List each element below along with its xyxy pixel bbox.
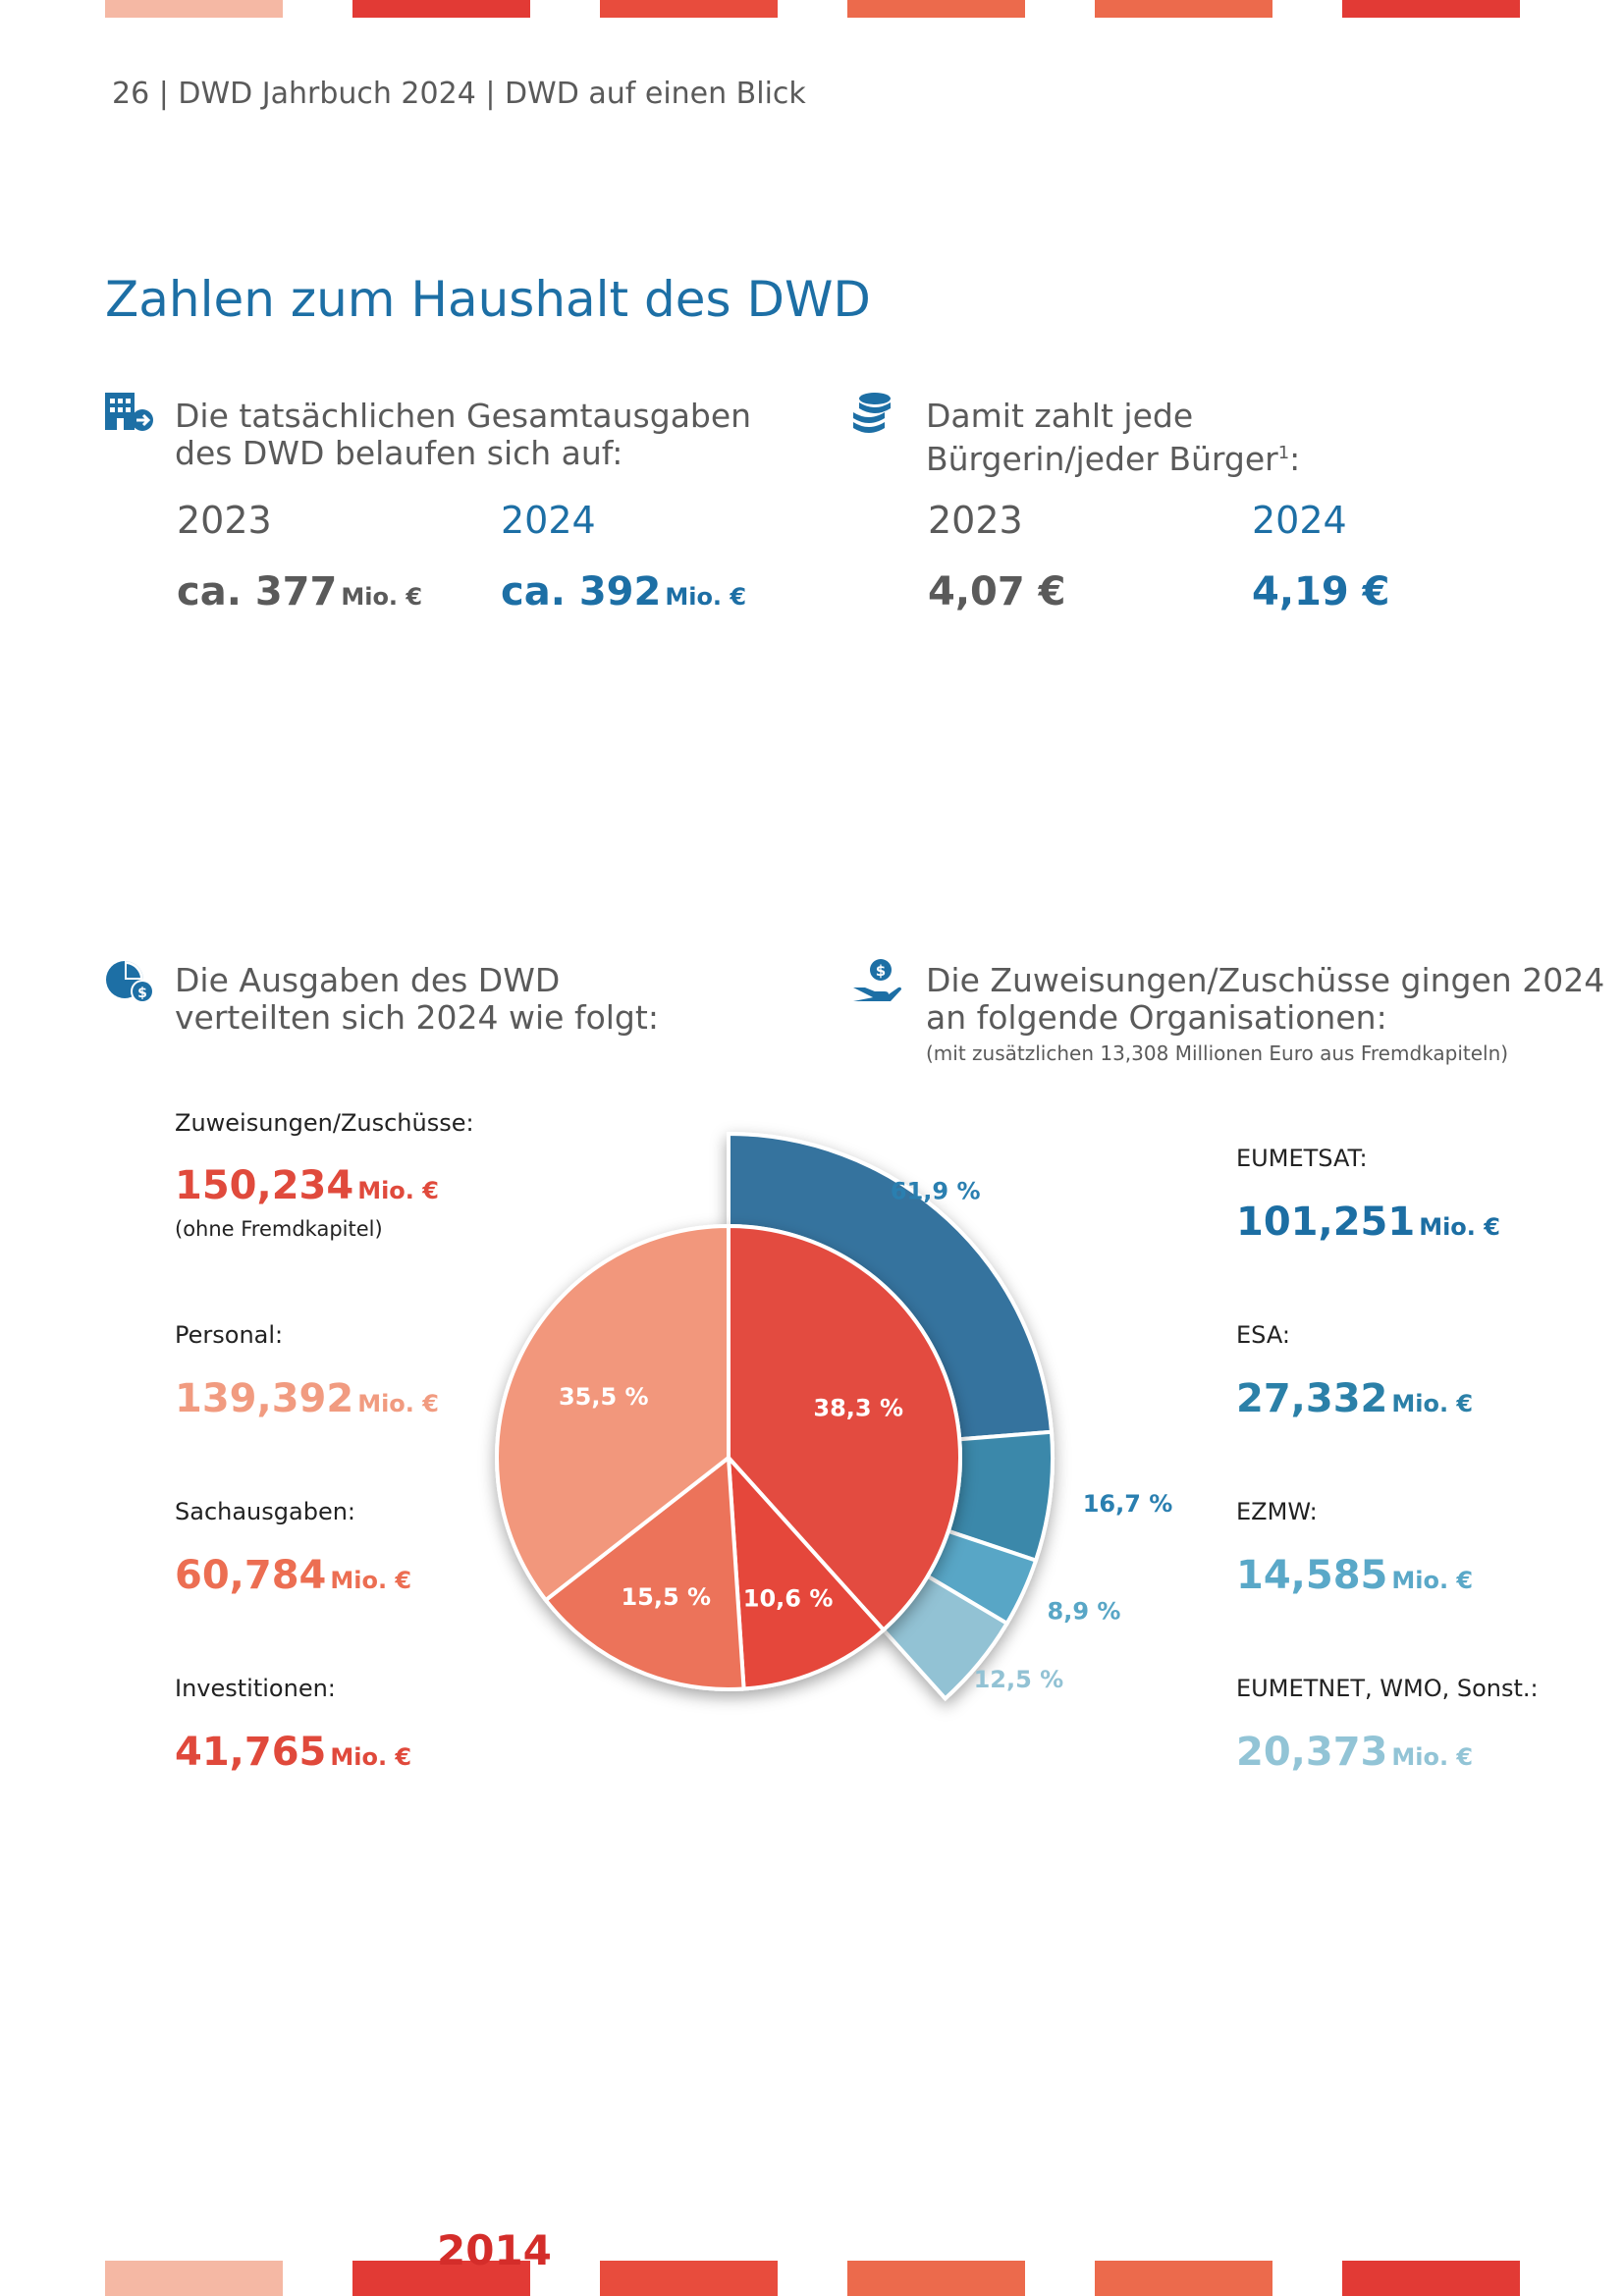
grants-value-ezmw: 14,585 Mio. € — [1236, 1553, 1473, 1598]
page-label: 2014 — [437, 2226, 552, 2274]
grants-heading: Die Zuweisungen/Zuschüsse gingen 2024 an… — [926, 962, 1604, 1037]
spending-heading: Die Ausgaben des DWD verteilten sich 202… — [175, 962, 659, 1037]
spending-heading-line1: Die Ausgaben des DWD — [175, 961, 561, 999]
top-bar-5 — [1095, 0, 1272, 18]
pie-slice-3 — [543, 1454, 746, 1691]
citizen-year-2023: 2023 — [928, 499, 1023, 542]
grants-heading-line1: Die Zuweisungen/Zuschüsse gingen 2024 — [926, 961, 1605, 999]
grants-value-sonstige-unit: Mio. € — [1391, 1743, 1474, 1771]
citizen-year-2024: 2024 — [1252, 499, 1347, 542]
spending-value-investitionen-number: 41,765 — [175, 1730, 327, 1775]
grants-value-esa-unit: Mio. € — [1391, 1390, 1474, 1417]
bottom-bar-3 — [600, 2261, 778, 2296]
running-header: 26 | DWD Jahrbuch 2024 | DWD auf einen B… — [112, 77, 806, 111]
grants-label-ezmw: EZMW: — [1236, 1498, 1318, 1525]
total-value-2023-number: ca. 377 — [177, 569, 338, 614]
grants-label-eumetsat: EUMETSAT: — [1236, 1145, 1368, 1172]
total-value-2023-unit: Mio. € — [341, 583, 423, 611]
spending-heading-line2: verteilten sich 2024 wie folgt: — [175, 998, 659, 1037]
total-year-2024: 2024 — [501, 499, 596, 542]
spending-note-zuweisungen: (ohne Fremdkapitel) — [175, 1217, 383, 1241]
ring-label-4: 12,5 % — [974, 1666, 1064, 1693]
spending-label-zuweisungen: Zuweisungen/Zuschüsse: — [175, 1109, 474, 1137]
spending-label-investitionen: Investitionen: — [175, 1675, 336, 1702]
grants-value-esa-number: 27,332 — [1236, 1376, 1388, 1421]
grants-value-eumetsat: 101,251 Mio. € — [1236, 1200, 1500, 1245]
ring-label-2: 16,7 % — [1083, 1490, 1173, 1518]
pie-label-3: 15,5 % — [621, 1583, 711, 1611]
ring-label-3: 8,9 % — [1048, 1598, 1121, 1626]
spending-value-personal: 139,392 Mio. € — [175, 1376, 439, 1421]
pie-label-2: 10,6 % — [743, 1585, 834, 1613]
spending-value-investitionen-unit: Mio. € — [330, 1743, 412, 1771]
grants-value-sonstige-number: 20,373 — [1236, 1730, 1388, 1775]
citizen-value-2023: 4,07 € — [928, 569, 1066, 614]
spending-pie-chart: 38,3 % 10,6 % 15,5 % 35,5 % 61,9 % 16,7 % 8,9 … — [495, 1131, 1172, 1702]
spending-value-zuweisungen-number: 150,234 — [175, 1163, 354, 1208]
spending-label-personal: Personal: — [175, 1321, 284, 1349]
citizen-heading-line2-suffix: : — [1289, 440, 1301, 478]
spending-value-sachausgaben-unit: Mio. € — [330, 1567, 412, 1594]
pie-slice-2 — [726, 1452, 887, 1691]
total-value-2024-number: ca. 392 — [501, 569, 662, 614]
total-heading-line1: Die tatsächlichen Gesamtausgaben — [175, 397, 752, 435]
total-value-2024: ca. 392 Mio. € — [501, 569, 746, 614]
grants-value-eumetsat-number: 101,251 — [1236, 1200, 1416, 1245]
top-bar-4 — [847, 0, 1025, 18]
bottom-bar-4 — [847, 2261, 1025, 2296]
svg-text:$: $ — [876, 962, 886, 980]
spending-label-sachausgaben: Sachausgaben: — [175, 1498, 356, 1525]
hand-coin-icon: $ — [851, 958, 902, 1005]
grants-value-esa: 27,332 Mio. € — [1236, 1376, 1473, 1421]
building-arrow-icon — [105, 391, 156, 438]
bottom-bar-5 — [1095, 2261, 1272, 2296]
top-bar-6 — [1342, 0, 1520, 18]
pie-clock-money-icon: $ — [105, 958, 156, 1005]
pie-slice-1 — [727, 1223, 962, 1633]
pie-slice-4 — [495, 1223, 731, 1603]
total-value-2023: ca. 377 Mio. € — [177, 569, 422, 614]
spending-value-sachausgaben: 60,784 Mio. € — [175, 1553, 411, 1598]
total-heading-line2: des DWD belaufen sich auf: — [175, 434, 623, 472]
grants-value-sonstige: 20,373 Mio. € — [1236, 1730, 1473, 1775]
grants-label-sonstige: EUMETNET, WMO, Sonst.: — [1236, 1675, 1539, 1702]
pie-label-4: 35,5 % — [559, 1383, 649, 1411]
pie-label-1: 38,3 % — [813, 1394, 903, 1421]
spending-value-sachausgaben-number: 60,784 — [175, 1553, 327, 1598]
top-bar-3 — [600, 0, 778, 18]
spending-value-personal-number: 139,392 — [175, 1376, 354, 1421]
spending-value-zuweisungen: 150,234 Mio. € — [175, 1163, 439, 1208]
bottom-bar-1 — [105, 2261, 283, 2296]
grants-note: (mit zusätzlichen 13,308 Millionen Euro … — [926, 1041, 1509, 1065]
total-heading: Die tatsächlichen Gesamtausgaben des DWD… — [175, 398, 751, 472]
page-title: Zahlen zum Haushalt des DWD — [105, 271, 871, 328]
top-bar-1 — [105, 0, 283, 18]
footnote-mark: 1 — [1277, 443, 1290, 463]
grants-value-ezmw-unit: Mio. € — [1391, 1567, 1474, 1594]
grants-heading-line2: an folgende Organisationen: — [926, 998, 1387, 1037]
top-bar-2 — [352, 0, 530, 18]
ring-label-1: 61,9 % — [891, 1177, 981, 1204]
grants-label-esa: ESA: — [1236, 1321, 1290, 1349]
citizen-heading: Damit zahlt jede Bürgerin/jeder Bürger1: — [926, 398, 1300, 478]
total-value-2024-unit: Mio. € — [665, 583, 747, 611]
bottom-bar-2 — [352, 2261, 530, 2296]
bottom-bar-6 — [1342, 2261, 1520, 2296]
citizen-heading-line2-text: Bürgerin/jeder Bürger — [926, 440, 1278, 478]
spending-value-investitionen: 41,765 Mio. € — [175, 1730, 411, 1775]
svg-text:$: $ — [137, 986, 147, 1001]
citizen-heading-line1: Damit zahlt jede — [926, 397, 1194, 435]
grants-value-ezmw-number: 14,585 — [1236, 1553, 1388, 1598]
spending-value-zuweisungen-unit: Mio. € — [357, 1177, 439, 1204]
coins-stack-icon — [851, 391, 902, 438]
citizen-heading-line2: Bürgerin/jeder Bürger1: — [926, 435, 1300, 478]
spending-value-personal-unit: Mio. € — [357, 1390, 439, 1417]
grants-value-eumetsat-unit: Mio. € — [1419, 1213, 1500, 1241]
total-year-2023: 2023 — [177, 499, 272, 542]
citizen-value-2024: 4,19 € — [1252, 569, 1390, 614]
